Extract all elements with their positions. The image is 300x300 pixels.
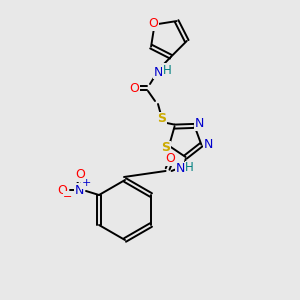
Text: +: + — [81, 178, 91, 188]
Text: N: N — [176, 163, 185, 176]
Text: O: O — [148, 17, 158, 30]
Text: H: H — [185, 161, 194, 175]
Text: O: O — [129, 82, 139, 94]
Text: O: O — [75, 169, 85, 182]
Text: N: N — [204, 138, 213, 151]
Text: N: N — [195, 117, 204, 130]
Text: S: S — [161, 141, 170, 154]
Text: N: N — [74, 184, 84, 196]
Text: −: − — [63, 192, 73, 202]
Text: O: O — [57, 184, 67, 196]
Text: N: N — [153, 65, 163, 79]
Text: H: H — [163, 64, 171, 76]
Text: S: S — [158, 112, 166, 125]
Text: O: O — [166, 152, 176, 166]
